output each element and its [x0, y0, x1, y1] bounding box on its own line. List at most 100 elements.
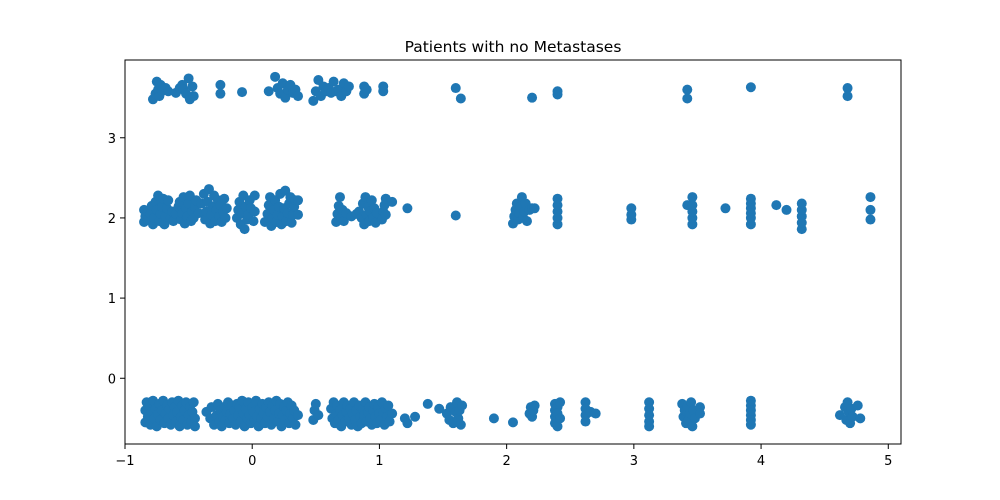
- points-layer: [139, 71, 876, 432]
- data-point: [644, 421, 655, 432]
- data-point: [188, 91, 199, 102]
- data-point: [488, 413, 499, 424]
- data-point: [457, 400, 468, 411]
- data-point: [745, 193, 756, 204]
- data-point: [455, 419, 466, 430]
- data-point: [626, 203, 637, 214]
- data-point: [183, 73, 194, 84]
- data-point: [842, 83, 853, 94]
- data-point: [378, 81, 389, 92]
- data-point: [290, 419, 301, 430]
- data-point: [215, 88, 226, 99]
- data-point: [422, 398, 433, 409]
- data-point: [402, 203, 413, 214]
- data-point: [552, 421, 563, 432]
- data-point: [189, 421, 200, 432]
- data-point: [529, 203, 540, 214]
- x-axis: −1 0 1 2 3 4 5: [115, 444, 892, 469]
- data-point: [215, 79, 226, 90]
- data-point: [555, 397, 566, 408]
- data-point: [270, 71, 281, 82]
- x-tick-label: 3: [630, 454, 638, 469]
- data-point: [310, 398, 321, 409]
- data-point: [508, 417, 518, 428]
- y-tick-label: 3: [108, 132, 116, 147]
- x-tick-label: 0: [248, 454, 256, 469]
- data-point: [687, 200, 698, 211]
- data-point: [580, 416, 591, 427]
- data-point: [521, 216, 532, 227]
- data-point: [334, 192, 345, 203]
- data-point: [380, 209, 391, 220]
- data-point: [865, 204, 876, 215]
- data-point: [842, 91, 853, 102]
- data-point: [163, 195, 174, 206]
- data-point: [552, 193, 563, 204]
- data-point: [402, 418, 413, 429]
- data-point: [237, 87, 248, 98]
- data-point: [163, 86, 174, 97]
- data-point: [410, 411, 421, 422]
- data-point: [220, 212, 231, 223]
- data-point: [865, 214, 876, 225]
- data-point: [720, 203, 731, 214]
- data-point: [455, 93, 466, 104]
- data-point: [434, 403, 445, 414]
- data-point: [771, 200, 782, 211]
- data-point: [151, 76, 162, 87]
- data-point: [249, 206, 260, 217]
- data-point: [187, 81, 198, 92]
- y-tick-label: 0: [108, 372, 116, 387]
- data-point: [249, 190, 260, 201]
- data-point: [384, 416, 395, 427]
- data-point: [781, 204, 792, 215]
- data-point: [387, 196, 398, 207]
- data-point: [555, 413, 566, 424]
- data-point: [221, 203, 232, 214]
- data-point: [590, 408, 601, 419]
- data-point: [219, 193, 230, 204]
- data-point: [450, 83, 461, 94]
- data-point: [286, 217, 297, 228]
- data-point: [239, 224, 250, 235]
- data-point: [308, 95, 319, 106]
- data-point: [687, 421, 698, 432]
- x-tick-label: −1: [115, 454, 134, 469]
- data-point: [552, 86, 563, 97]
- data-point: [343, 81, 354, 92]
- data-point: [361, 84, 372, 95]
- data-point: [686, 397, 697, 408]
- data-point: [280, 92, 291, 103]
- data-point: [328, 76, 339, 87]
- y-axis: 0 1 2 3: [108, 132, 125, 387]
- data-point: [695, 408, 705, 419]
- data-point: [159, 219, 170, 230]
- y-tick-label: 2: [108, 212, 116, 227]
- data-point: [450, 210, 461, 221]
- data-point: [248, 216, 259, 227]
- data-point: [193, 208, 204, 219]
- x-tick-label: 4: [757, 454, 765, 469]
- data-point: [745, 82, 756, 93]
- data-point: [682, 93, 693, 104]
- data-point: [529, 400, 540, 411]
- data-point: [313, 410, 324, 421]
- data-point: [366, 195, 377, 206]
- data-point: [847, 411, 858, 422]
- data-point: [796, 198, 807, 209]
- data-point: [387, 408, 398, 419]
- data-point: [189, 413, 200, 424]
- x-tick-label: 2: [502, 454, 510, 469]
- y-tick-label: 1: [108, 292, 116, 307]
- data-point: [188, 397, 199, 408]
- data-point: [263, 86, 274, 97]
- data-point: [682, 84, 693, 95]
- data-point: [293, 195, 304, 206]
- data-point: [687, 192, 698, 203]
- chart-title: Patients with no Metastases: [405, 38, 622, 56]
- plot-frame: [124, 59, 902, 445]
- data-point: [527, 92, 538, 103]
- x-tick-label: 5: [884, 454, 892, 469]
- data-point: [855, 413, 866, 424]
